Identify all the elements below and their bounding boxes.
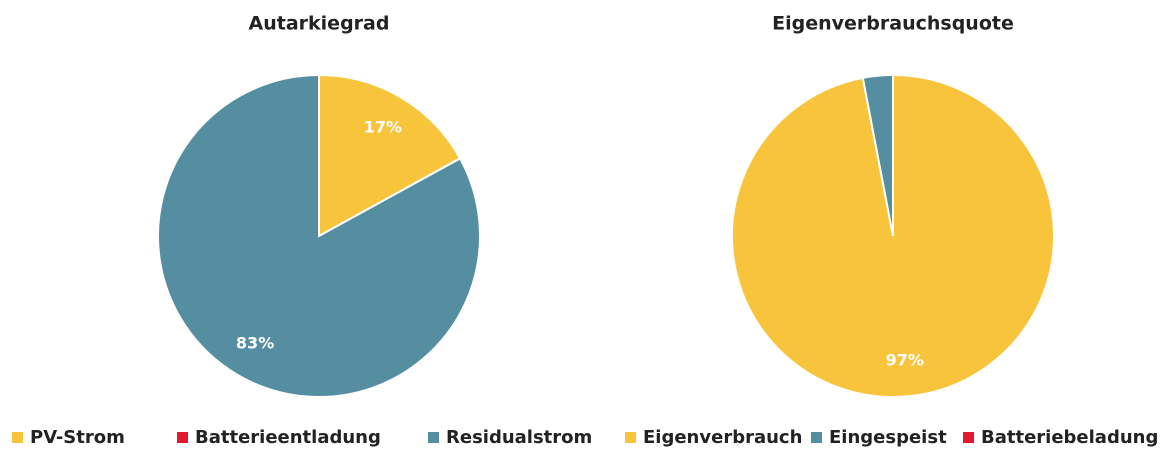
legend-label: Residualstrom (446, 427, 592, 448)
legend-swatch (177, 432, 188, 443)
legend-swatch (963, 432, 974, 443)
pie-slice (318, 73, 462, 238)
legend-swatch (811, 432, 822, 443)
legend-label: Eingespeist (829, 427, 947, 448)
legend-label: Batterieentladung (195, 427, 381, 448)
legend-swatch (625, 432, 636, 443)
chart-title: Autarkiegrad (249, 13, 390, 35)
data-label: 17% (364, 117, 402, 136)
chart-title: Eigenverbrauchsquote (772, 13, 1014, 35)
data-label: 83% (236, 334, 274, 353)
pie-slice (157, 73, 481, 398)
legend-label: PV-Strom (30, 427, 125, 448)
legend-swatch (428, 432, 439, 443)
legend-label: Eigenverbrauch (643, 427, 802, 448)
legend-label: Batteriebeladung (981, 427, 1158, 448)
data-label: 97% (886, 351, 924, 370)
legend-swatch (12, 432, 23, 443)
